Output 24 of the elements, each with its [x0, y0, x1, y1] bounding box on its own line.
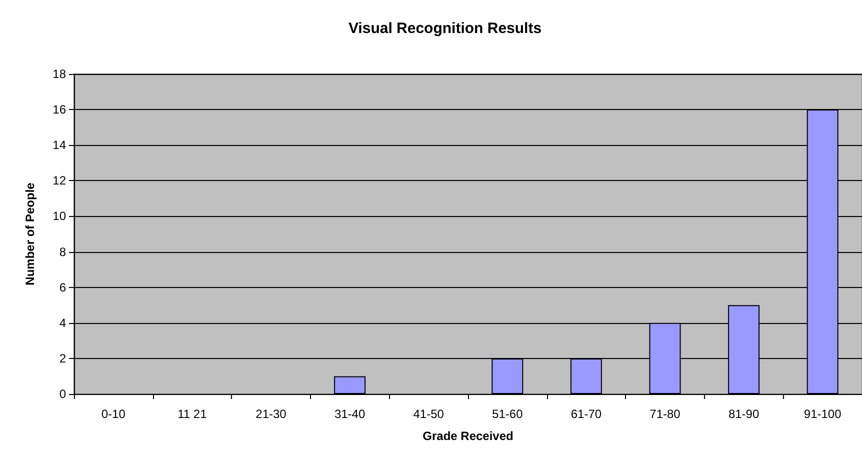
y-tick-label: 16: [52, 102, 66, 117]
y-axis-title: Number of People: [23, 182, 37, 286]
y-tick-label: 10: [52, 209, 66, 224]
chart-title: Visual Recognition Results: [348, 20, 542, 37]
x-axis-title: Grade Received: [422, 429, 514, 443]
x-tick-label: 21-30: [256, 407, 287, 421]
y-tick-label: 0: [59, 387, 66, 401]
y-tick-label: 2: [59, 351, 66, 366]
y-tick-label: 8: [59, 244, 66, 259]
x-tick-label: 41-50: [413, 407, 444, 421]
y-tick-label: 4: [59, 316, 66, 330]
y-tick-label: 6: [59, 280, 66, 294]
x-tick-label: 11 21: [178, 407, 208, 421]
y-tick-label: 14: [52, 138, 66, 152]
x-tick-label: 61-70: [570, 407, 602, 421]
x-tick-label: 51-60: [492, 407, 524, 421]
bar: [334, 376, 366, 394]
x-tick-label: 31-40: [334, 407, 366, 421]
x-tick-label: 71-80: [650, 407, 681, 421]
x-tick-label: 81-90: [728, 407, 760, 421]
y-tick-label: 18: [52, 67, 66, 81]
x-tick-label: 0-10: [101, 407, 126, 421]
y-tick-label: 12: [52, 174, 66, 188]
x-tick-label: 91-100: [804, 407, 842, 421]
